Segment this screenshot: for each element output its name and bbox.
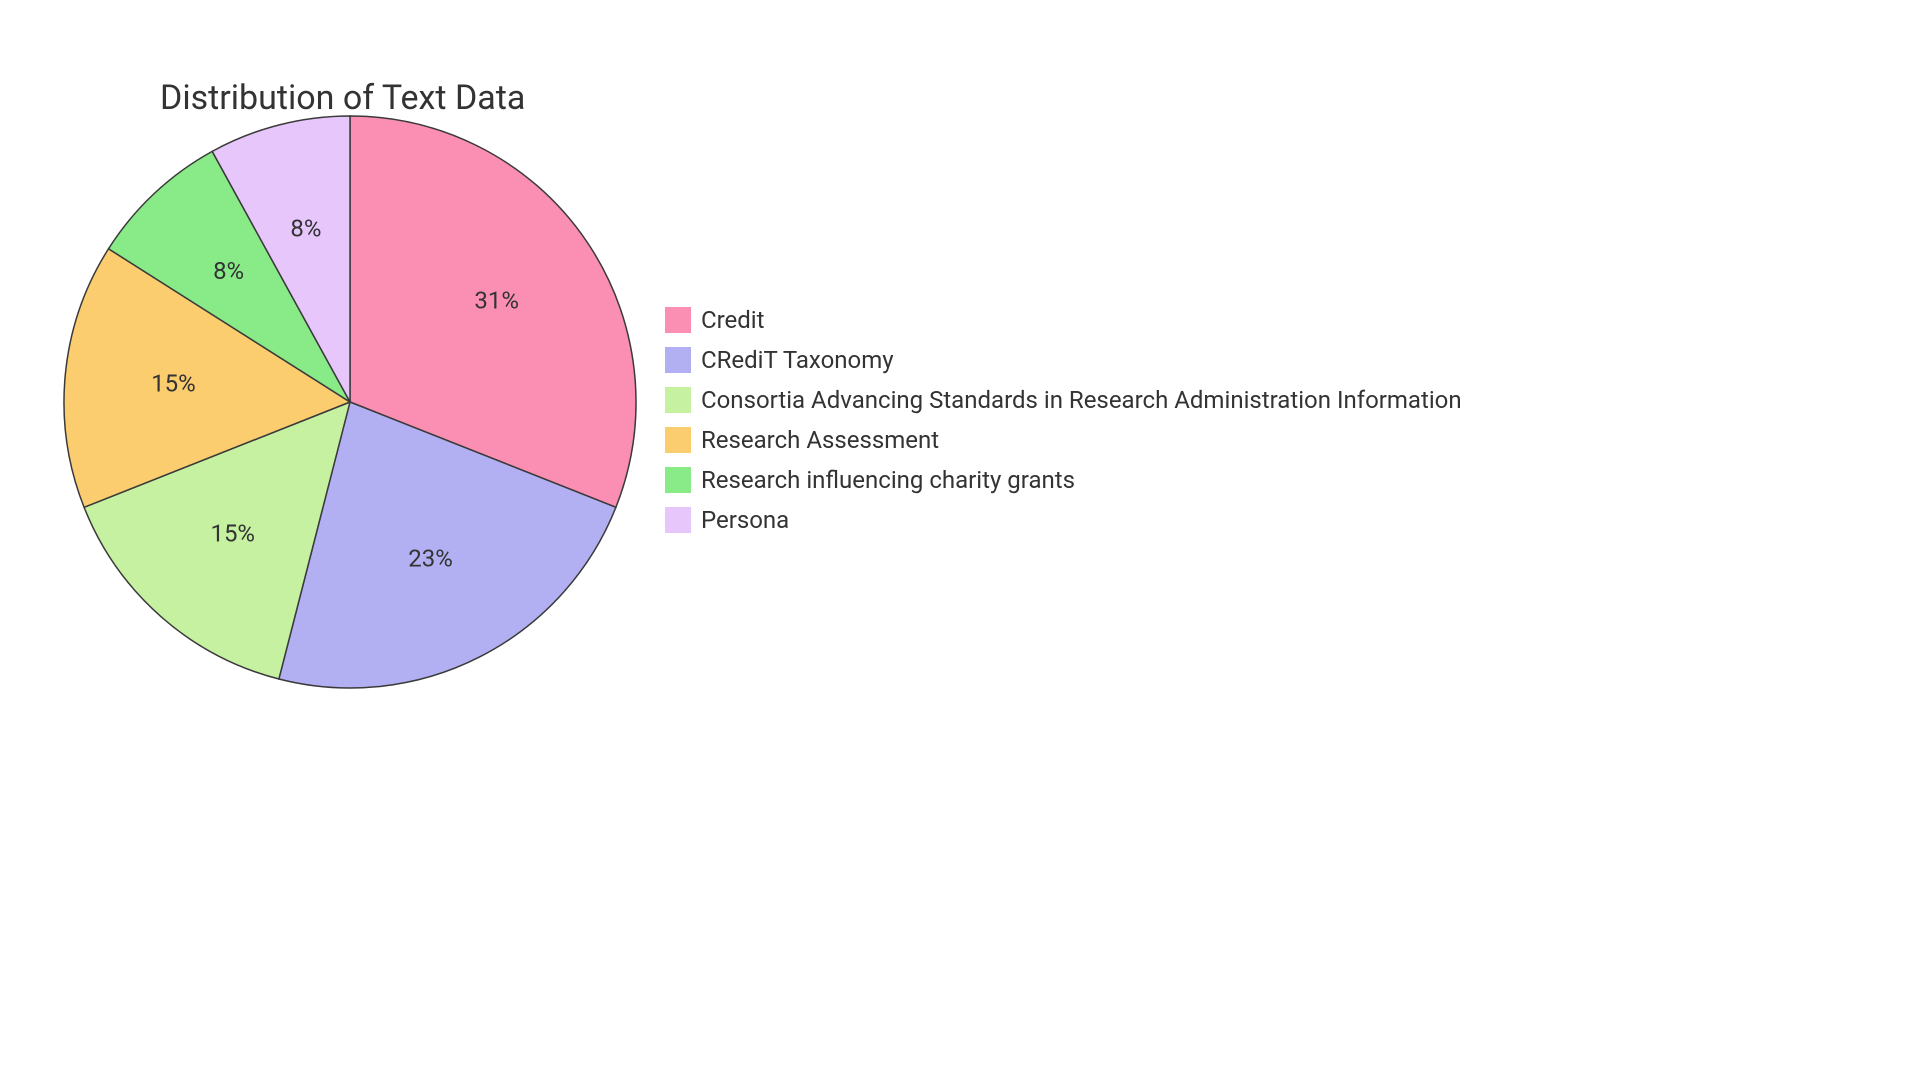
legend-item: Research influencing charity grants — [665, 466, 1462, 494]
pie-slice-label: 15% — [151, 370, 196, 398]
legend-label: CRediT Taxonomy — [701, 346, 894, 374]
pie-slice-label: 8% — [213, 257, 244, 285]
pie-slice-label: 31% — [474, 287, 519, 315]
legend-label: Research influencing charity grants — [701, 466, 1075, 494]
legend-item: Consortia Advancing Standards in Researc… — [665, 386, 1462, 414]
chart-container: Distribution of Text Data 31% 23% 15% 15% 8%… — [0, 0, 1920, 1080]
pie-slice-label: 8% — [290, 215, 321, 243]
legend-label: Credit — [701, 306, 764, 334]
legend-item: Persona — [665, 506, 1462, 534]
chart-title: Distribution of Text Data — [160, 78, 525, 118]
legend-swatch — [665, 507, 691, 533]
legend-swatch — [665, 347, 691, 373]
legend-swatch — [665, 387, 691, 413]
legend-label: Research Assessment — [701, 426, 939, 454]
legend-swatch — [665, 307, 691, 333]
legend-item: CRediT Taxonomy — [665, 346, 1462, 374]
pie-slice-label: 15% — [210, 519, 255, 547]
legend-label: Persona — [701, 506, 789, 534]
legend-item: Research Assessment — [665, 426, 1462, 454]
legend-swatch — [665, 467, 691, 493]
pie-slice-label: 23% — [408, 544, 453, 572]
legend: Credit CRediT Taxonomy Consortia Advancing… — [665, 306, 1462, 546]
pie-chart: 31% 23% 15% 15% 8% 8% — [62, 114, 638, 694]
legend-label: Consortia Advancing Standards in Researc… — [701, 386, 1462, 414]
legend-swatch — [665, 427, 691, 453]
legend-item: Credit — [665, 306, 1462, 334]
